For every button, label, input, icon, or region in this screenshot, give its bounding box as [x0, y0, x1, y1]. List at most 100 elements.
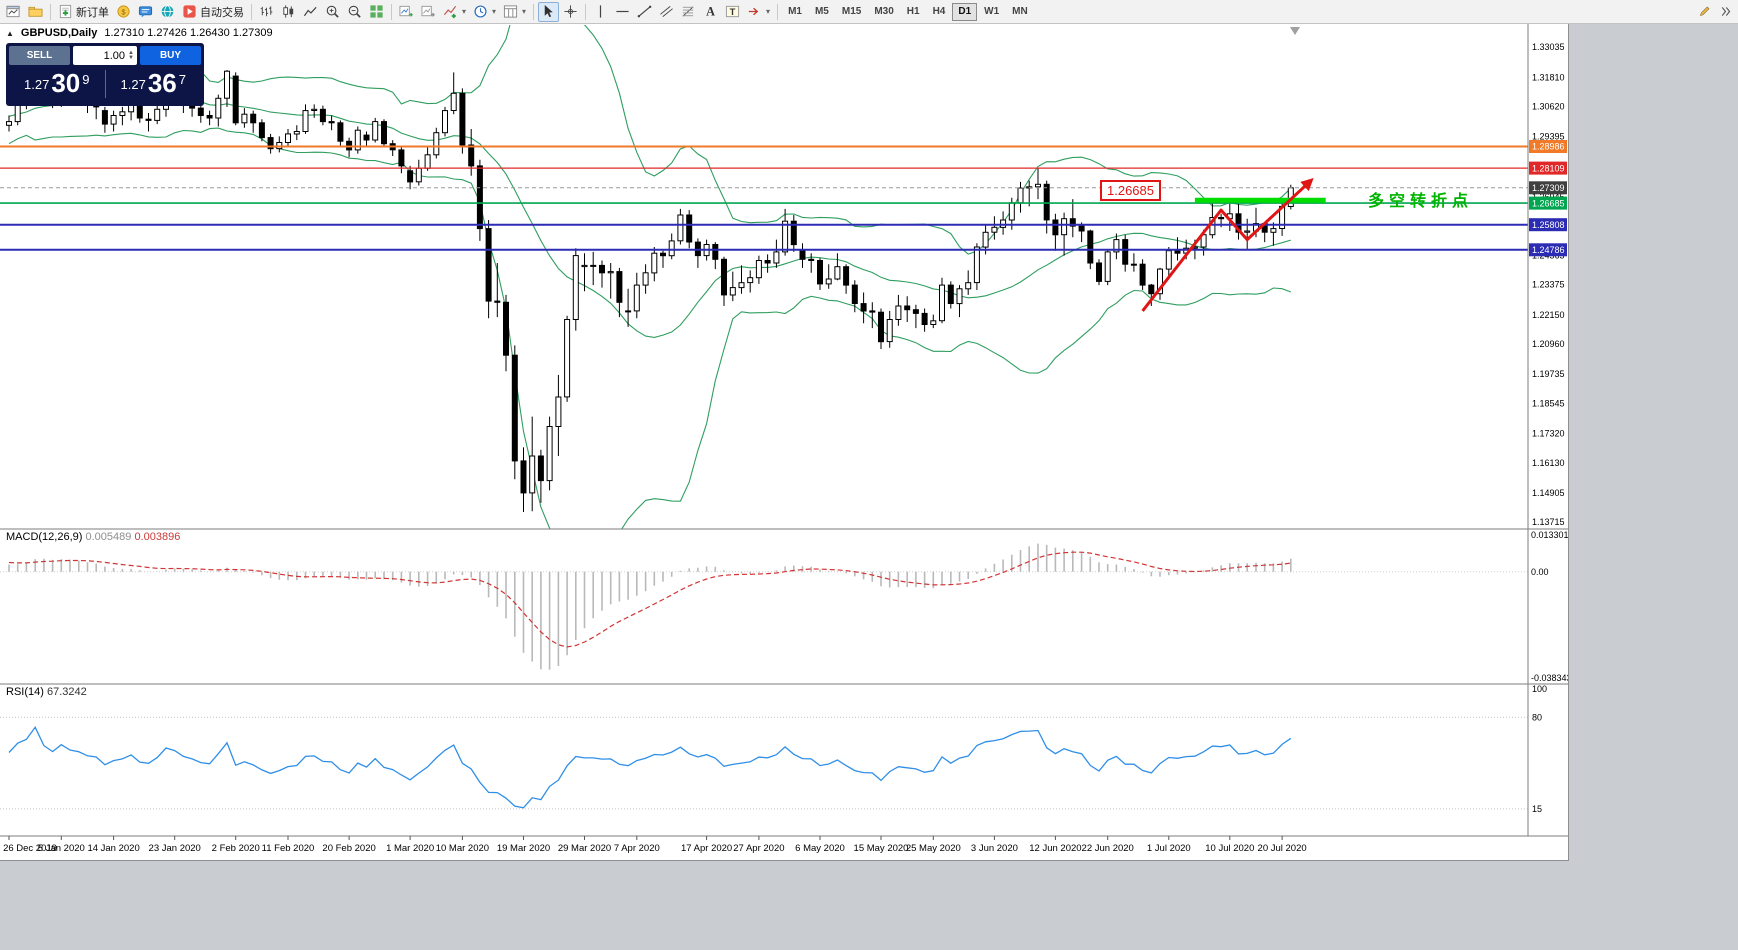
fibonacci-button[interactable] — [678, 2, 699, 22]
one-click-collapse-icon[interactable]: ▲ — [6, 28, 14, 38]
chart-candles-button[interactable] — [278, 2, 299, 22]
horizontal-line-icon — [615, 4, 630, 19]
zoom-in-button[interactable] — [322, 2, 343, 22]
shapes-button[interactable]: ▾ — [744, 2, 773, 22]
equidistant-channel-button[interactable] — [656, 2, 677, 22]
svg-text:25 May 2020: 25 May 2020 — [906, 843, 961, 854]
chart-line-icon — [303, 4, 318, 19]
text-button[interactable]: A — [700, 2, 721, 22]
periods-icon — [473, 4, 488, 19]
svg-text:1.19735: 1.19735 — [1532, 369, 1565, 379]
tile-windows-icon — [369, 4, 384, 19]
buy-button[interactable]: BUY — [140, 46, 201, 65]
chart-window-gbpusd-daily: 1.330351.318101.306201.293951.281701.269… — [0, 23, 1572, 861]
funds-icon: $ — [116, 4, 131, 19]
timeframe-mn-button[interactable]: MN — [1006, 3, 1034, 21]
svg-text:29 Mar 2020: 29 Mar 2020 — [558, 843, 611, 854]
market-button[interactable] — [157, 2, 178, 22]
svg-text:1.33035: 1.33035 — [1532, 42, 1565, 52]
svg-text:12 Jun 2020: 12 Jun 2020 — [1029, 843, 1081, 854]
templates-button[interactable]: ▾ — [500, 2, 529, 22]
crosshair-button[interactable] — [560, 2, 581, 22]
new-order-button[interactable]: 新订单 — [55, 2, 112, 22]
new-chart-button[interactable] — [3, 2, 24, 22]
bid-price[interactable]: 1.27 30 9 — [9, 70, 105, 98]
text-label-icon: T — [725, 4, 740, 19]
timeframe-m1-button[interactable]: M1 — [782, 3, 808, 21]
rsi-value: 67.3242 — [46, 686, 87, 698]
svg-text:1.29395: 1.29395 — [1532, 132, 1565, 142]
toolbar-overflow-icon — [1719, 5, 1732, 18]
svg-text:2 Feb 2020: 2 Feb 2020 — [212, 843, 260, 854]
profiles-icon — [28, 4, 43, 19]
auto-scroll-button[interactable] — [396, 2, 417, 22]
periods-button[interactable]: ▾ — [470, 2, 499, 22]
volume-field[interactable]: ▲▼ — [73, 46, 137, 65]
profiles-button[interactable] — [25, 2, 46, 22]
timeframe-h1-button[interactable]: H1 — [901, 3, 926, 21]
zoom-out-button[interactable] — [344, 2, 365, 22]
svg-text:1.27309: 1.27309 — [1532, 183, 1565, 193]
chart-shift-button[interactable] — [418, 2, 439, 22]
toolbar-overflow-button[interactable] — [1715, 2, 1735, 22]
auto-trading-button[interactable]: 自动交易 — [179, 2, 247, 22]
toolbar-separator — [533, 3, 535, 20]
sell-button[interactable]: SELL — [9, 46, 70, 65]
news-button[interactable] — [135, 2, 156, 22]
news-icon — [138, 4, 153, 19]
stepper-down-icon[interactable]: ▼ — [128, 54, 134, 61]
new-chart-icon — [6, 4, 21, 19]
text-label-button[interactable]: T — [722, 2, 743, 22]
timeframe-m5-button[interactable]: M5 — [809, 3, 835, 21]
volume-stepper[interactable]: ▲ ▼ — [127, 49, 137, 61]
volume-input[interactable] — [79, 49, 128, 62]
zoom-in-icon — [325, 4, 340, 19]
chart-canvas[interactable]: 1.330351.318101.306201.293951.281701.269… — [0, 24, 1572, 860]
svg-text:20 Feb 2020: 20 Feb 2020 — [322, 843, 375, 854]
cursor-button[interactable] — [538, 1, 560, 22]
svg-text:15 May 2020: 15 May 2020 — [854, 843, 909, 854]
cn-annotation-note[interactable]: 多空转折点 — [1368, 193, 1474, 210]
timeframe-m30-button[interactable]: M30 — [868, 3, 899, 21]
toolbar-separator — [251, 3, 252, 20]
toolbar-customize-button[interactable] — [1694, 2, 1714, 22]
one-click-trading-panel: SELL ▲▼ BUY 1.27 30 9 1.27 36 7 — [6, 43, 204, 106]
svg-text:3 Jun 2020: 3 Jun 2020 — [971, 843, 1018, 854]
timeframe-h4-button[interactable]: H4 — [927, 3, 952, 21]
price-annotation-label[interactable]: 1.26685 — [1100, 180, 1161, 201]
funds-button[interactable]: $ — [113, 2, 134, 22]
svg-text:0.013301: 0.013301 — [1531, 530, 1568, 540]
svg-text:15: 15 — [1532, 804, 1542, 814]
svg-text:11 Feb 2020: 11 Feb 2020 — [262, 843, 315, 854]
fibonacci-icon — [681, 4, 696, 19]
timeframe-d1-button[interactable]: D1 — [952, 2, 978, 21]
toolbar-separator — [777, 3, 779, 20]
vertical-line-icon — [593, 4, 608, 19]
tile-windows-button[interactable] — [366, 2, 387, 22]
bid-pips: 30 — [51, 68, 81, 98]
svg-text:1.17320: 1.17320 — [1532, 429, 1565, 439]
svg-text:1.28109: 1.28109 — [1532, 163, 1565, 173]
macd-signal-value: 0.003896 — [134, 531, 181, 543]
timeframe-w1-button[interactable]: W1 — [978, 3, 1005, 21]
svg-text:14 Jan 2020: 14 Jan 2020 — [87, 843, 139, 854]
chart-bars-button[interactable] — [256, 2, 277, 22]
trendline-button[interactable] — [634, 2, 655, 22]
cursor-icon — [541, 4, 556, 19]
chart-line-button[interactable] — [300, 2, 321, 22]
timeframe-m15-button[interactable]: M15 — [836, 3, 867, 21]
stepper-up-icon[interactable]: ▲ — [128, 49, 134, 56]
chart-symbol-header: ▲ GBPUSD,Daily 1.27310 1.27426 1.26430 1… — [6, 27, 273, 39]
horizontal-line-button[interactable] — [612, 2, 633, 22]
rsi-name: RSI(14) — [6, 686, 44, 698]
indicators-button[interactable]: ▾ — [440, 2, 469, 22]
ask-pips: 36 — [147, 68, 177, 98]
vertical-line-button[interactable] — [590, 2, 611, 22]
crosshair-icon — [563, 4, 578, 19]
macd-indicator-header: MACD(12,26,9) 0.005489 0.003896 — [6, 531, 180, 543]
ask-price[interactable]: 1.27 36 7 — [106, 70, 202, 98]
toolbar-separator — [50, 3, 51, 20]
svg-text:22 Jun 2020: 22 Jun 2020 — [1082, 843, 1134, 854]
macd-name: MACD(12,26,9) — [6, 531, 83, 543]
svg-text:10 Mar 2020: 10 Mar 2020 — [436, 843, 489, 854]
